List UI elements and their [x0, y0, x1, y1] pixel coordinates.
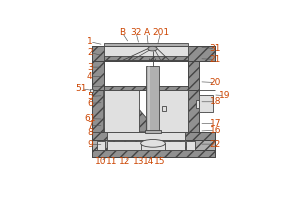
Text: B: B [119, 28, 125, 37]
Bar [107, 141, 184, 150]
Text: 14: 14 [143, 157, 155, 166]
Text: 18: 18 [210, 97, 221, 106]
Ellipse shape [141, 140, 165, 147]
Ellipse shape [148, 46, 157, 51]
Text: 15: 15 [154, 157, 166, 166]
Text: 21: 21 [210, 55, 221, 64]
Bar [92, 61, 104, 90]
Bar [146, 66, 159, 132]
Text: 32: 32 [130, 28, 142, 37]
Bar [188, 90, 199, 132]
Bar [145, 130, 161, 133]
Text: 10: 10 [95, 157, 106, 166]
Bar [97, 141, 105, 150]
Bar [196, 100, 200, 108]
Bar [92, 132, 214, 140]
Bar [92, 46, 214, 61]
Text: 13: 13 [133, 157, 144, 166]
Bar [92, 132, 214, 140]
Polygon shape [159, 90, 188, 132]
Text: A: A [144, 28, 150, 37]
Bar [92, 46, 214, 61]
Bar [104, 56, 188, 60]
Text: 4: 4 [87, 72, 93, 81]
Text: 22: 22 [210, 140, 221, 149]
Text: 20: 20 [210, 78, 221, 87]
Text: 11: 11 [106, 157, 117, 166]
Text: 31: 31 [210, 44, 221, 53]
Bar [104, 86, 188, 90]
Bar [90, 89, 93, 92]
Bar [92, 140, 214, 150]
Text: 51: 51 [75, 84, 87, 93]
Bar [188, 61, 199, 90]
Bar [92, 61, 104, 90]
Text: 61: 61 [84, 114, 96, 123]
Bar [92, 150, 214, 157]
Text: 7: 7 [87, 121, 93, 130]
Bar [186, 141, 195, 150]
Bar [188, 90, 199, 132]
Text: 9: 9 [87, 140, 93, 149]
Bar [92, 140, 214, 150]
Bar [92, 150, 214, 157]
Bar [104, 43, 188, 46]
Text: 5: 5 [87, 92, 93, 101]
Bar [199, 95, 213, 112]
Text: 3: 3 [87, 63, 93, 72]
Text: 1: 1 [87, 37, 93, 46]
Text: 16: 16 [210, 126, 221, 135]
Text: 6: 6 [87, 99, 93, 108]
Text: 201: 201 [152, 28, 169, 37]
Text: 8: 8 [87, 128, 93, 137]
Text: 19: 19 [219, 91, 230, 100]
Bar [104, 46, 188, 60]
Text: 17: 17 [210, 119, 221, 128]
Bar [92, 90, 104, 132]
Bar [188, 61, 199, 90]
Bar [92, 90, 104, 132]
Polygon shape [104, 90, 146, 132]
Bar [152, 90, 188, 132]
Bar [141, 143, 165, 150]
Text: 12: 12 [119, 157, 130, 166]
Bar [162, 106, 166, 111]
Bar [104, 90, 139, 132]
Bar [107, 132, 184, 140]
Text: 2: 2 [87, 48, 93, 57]
